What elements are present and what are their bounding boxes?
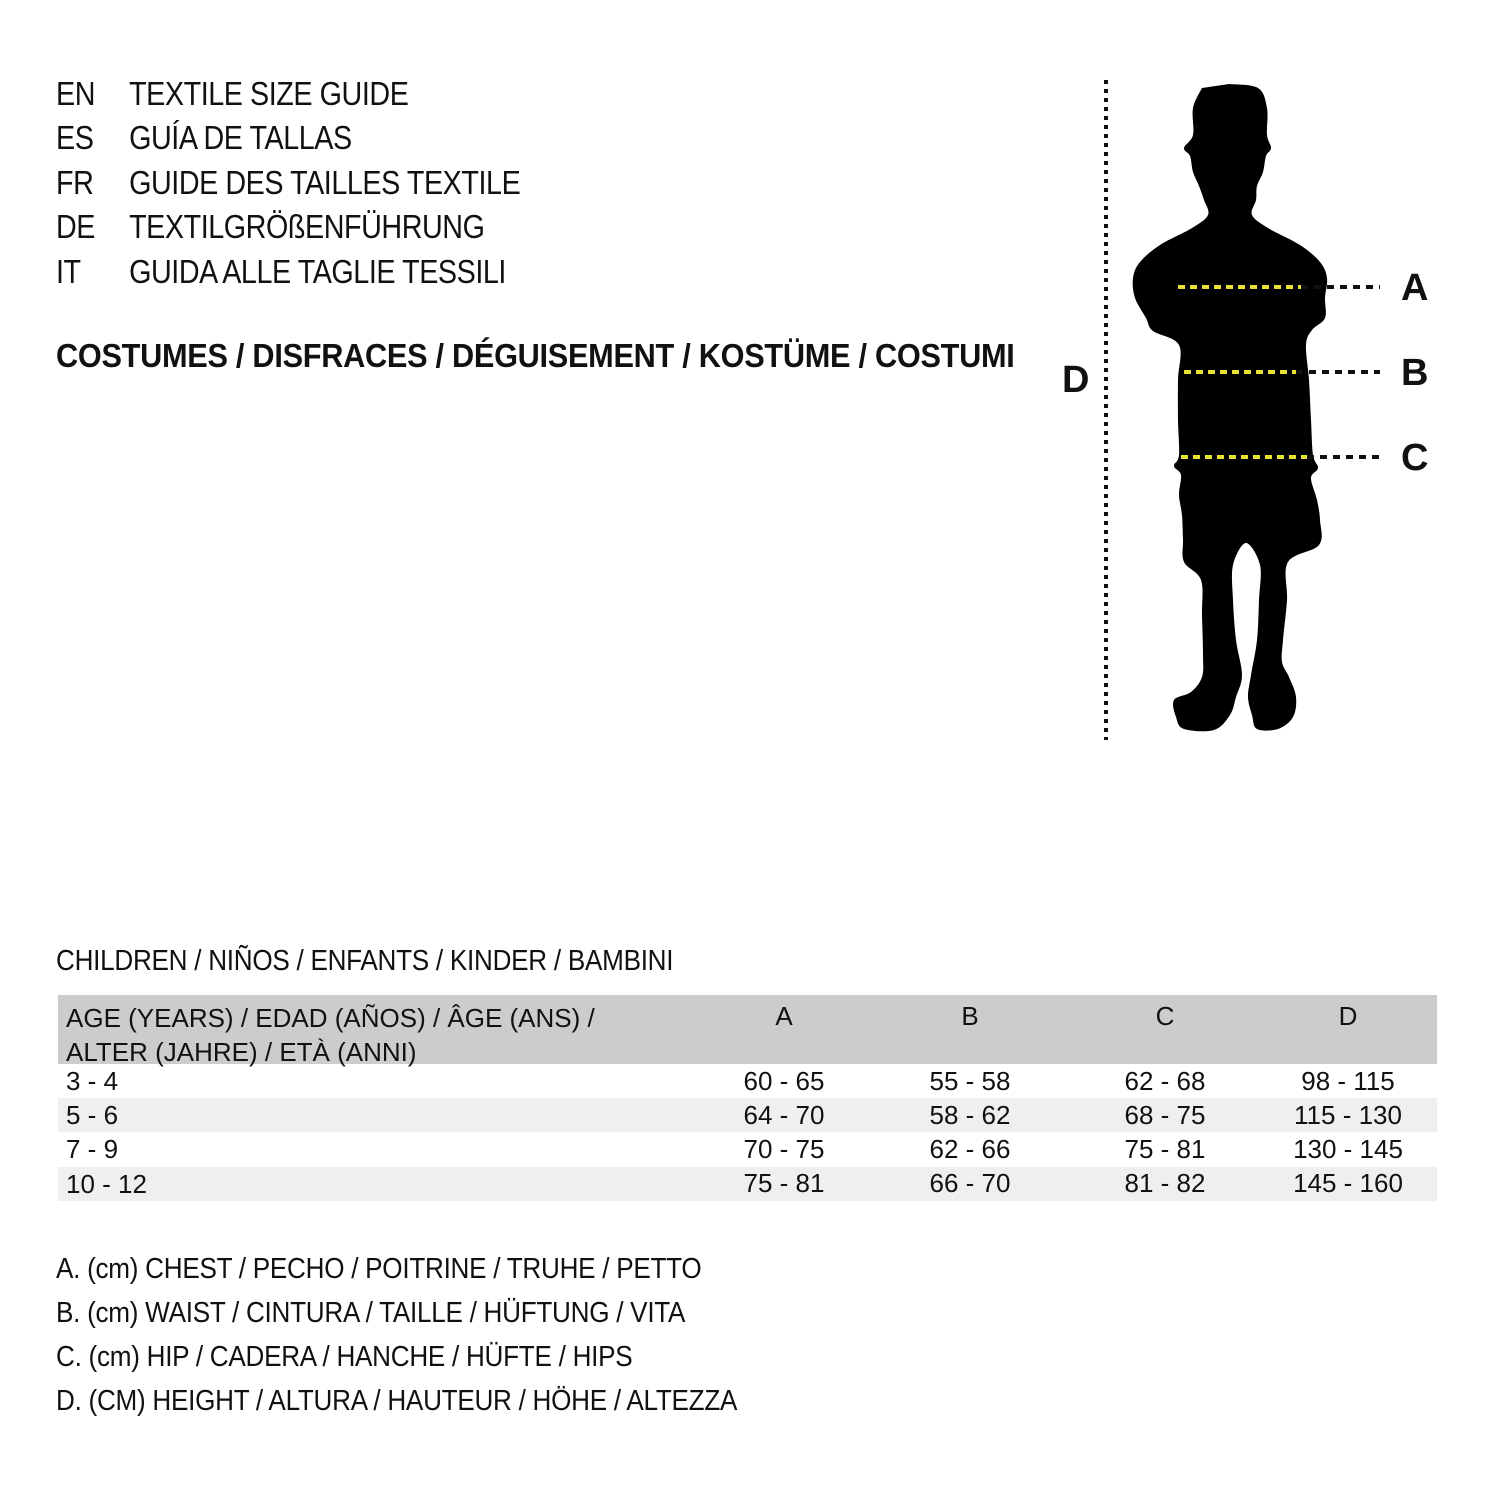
svg-text:B: B: [1401, 352, 1428, 394]
svg-text:A: A: [1401, 267, 1428, 309]
svg-text:C: C: [1401, 437, 1428, 479]
svg-text:D: D: [1062, 359, 1089, 401]
